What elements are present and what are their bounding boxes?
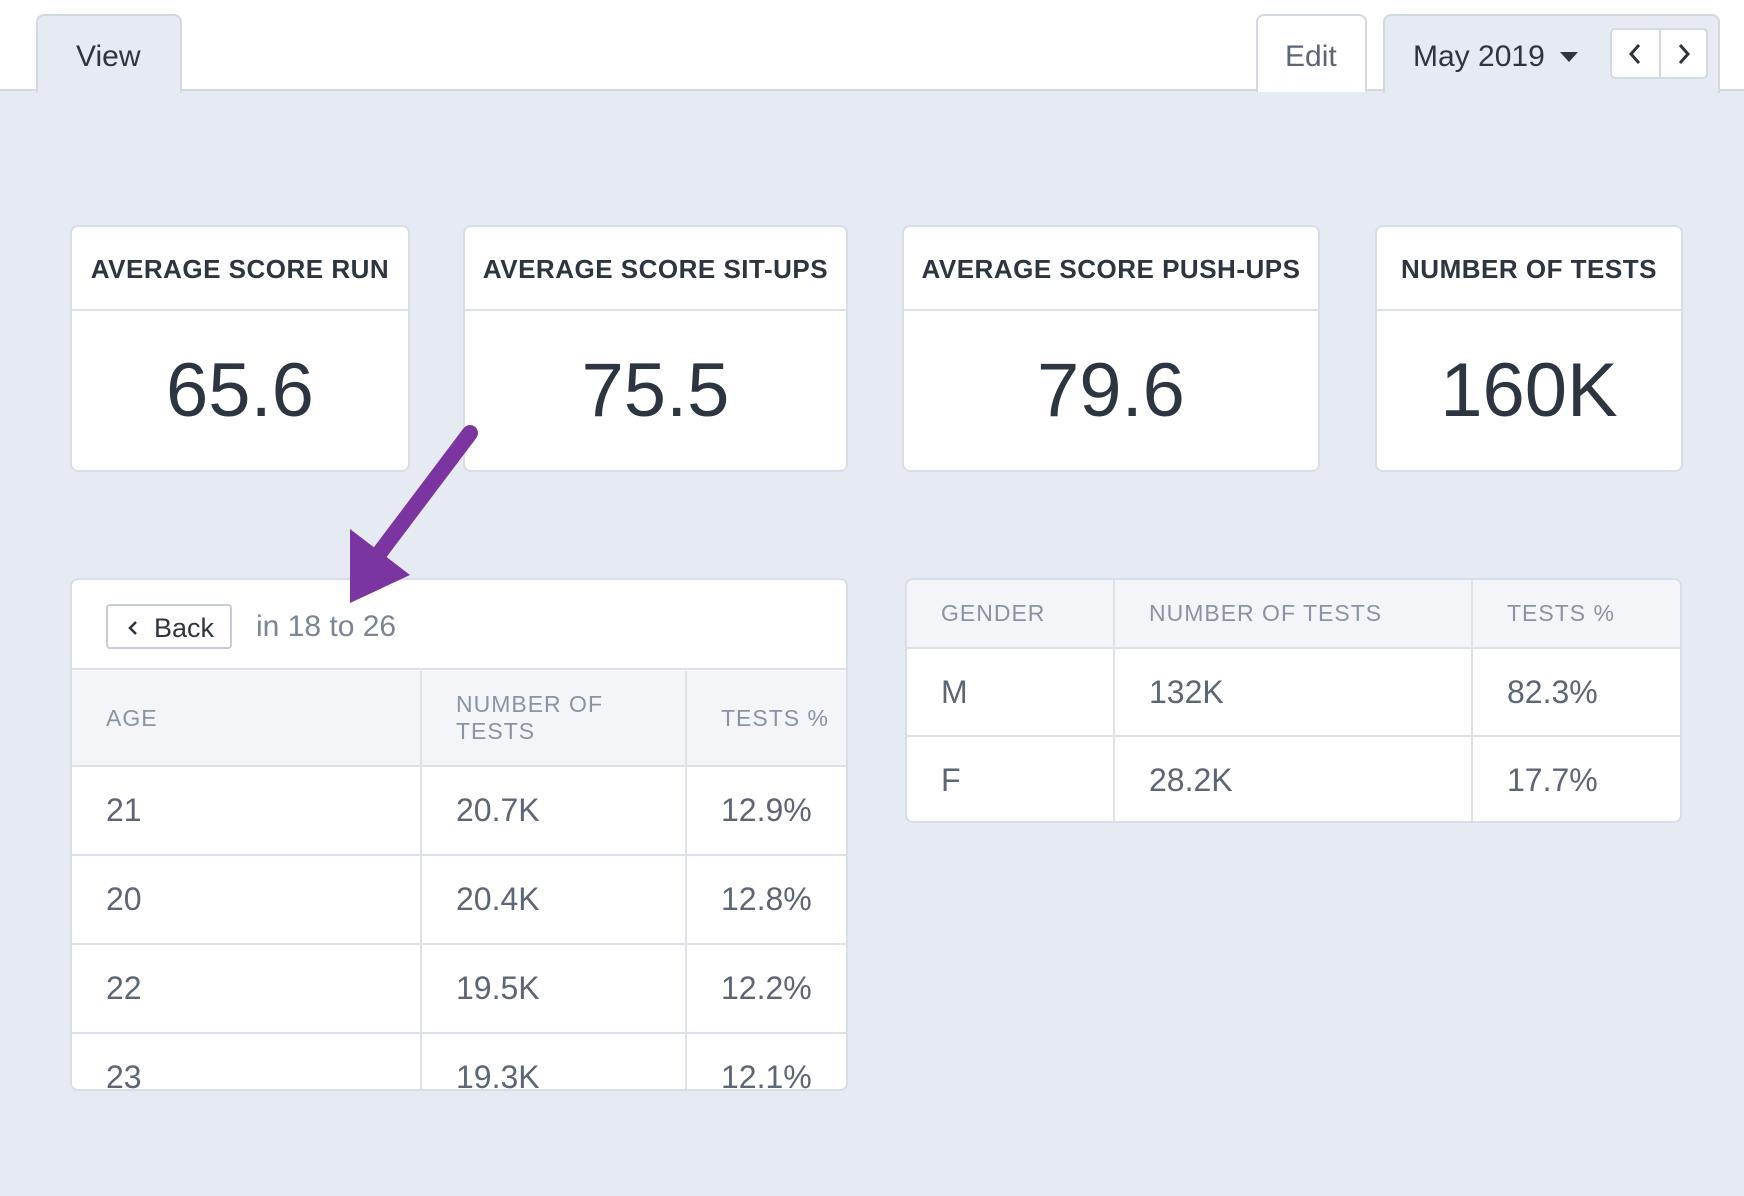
card-value: 65.6 — [166, 348, 314, 433]
card-title: AVERAGE SCORE SIT-UPS — [465, 227, 846, 311]
previous-month-button[interactable] — [1612, 30, 1659, 77]
pager-divider — [1659, 30, 1661, 77]
table-cell: 12.9% — [686, 766, 846, 856]
table-cell: M — [907, 648, 1115, 737]
table-cell: F — [907, 736, 1115, 821]
date-selector-tab: May 2019 — [1383, 14, 1720, 93]
chevron-right-icon — [1678, 44, 1691, 64]
date-pager — [1610, 28, 1708, 79]
gender-table: GENDER NUMBER OF TESTS TESTS % M 132K 82… — [907, 580, 1680, 821]
edit-button-label: Edit — [1285, 40, 1337, 73]
chevron-left-icon — [1628, 44, 1641, 64]
table-header-row: GENDER NUMBER OF TESTS TESTS % — [907, 580, 1680, 649]
age-breakdown-panel: Back in 18 to 26 AGE NUMBER OF TESTS TES… — [70, 578, 848, 1091]
table-cell: 20.4K — [421, 855, 687, 945]
next-month-button[interactable] — [1661, 30, 1708, 77]
table-cell: 12.1% — [686, 1033, 846, 1089]
chevron-left-icon — [128, 621, 137, 635]
gender-breakdown-panel: GENDER NUMBER OF TESTS TESTS % M 132K 82… — [905, 578, 1682, 823]
annotation-arrow-icon — [350, 425, 478, 603]
table-header-row: AGE NUMBER OF TESTS TESTS % — [72, 671, 846, 767]
card-number-of-tests: NUMBER OF TESTS 160K — [1375, 225, 1683, 472]
column-header-age[interactable]: AGE — [72, 671, 422, 767]
column-header-tests-percent[interactable]: TESTS % — [686, 671, 846, 767]
card-value: 75.5 — [581, 348, 730, 433]
column-header-tests-percent[interactable]: TESTS % — [1472, 580, 1680, 649]
card-title: AVERAGE SCORE RUN — [72, 227, 408, 311]
table-cell: 28.2K — [1114, 736, 1473, 821]
column-header-number-of-tests[interactable]: NUMBER OF TESTS — [1114, 580, 1473, 649]
table-cell: 17.7% — [1472, 736, 1680, 821]
table-cell: 12.2% — [686, 944, 846, 1034]
card-value: 160K — [1440, 348, 1618, 433]
table-cell: 82.3% — [1472, 648, 1680, 737]
table-cell: 12.8% — [686, 855, 846, 945]
column-header-number-of-tests[interactable]: NUMBER OF TESTS — [421, 671, 687, 767]
table-cell: 23 — [72, 1033, 422, 1089]
table-row[interactable]: 20 20.4K 12.8% — [72, 855, 846, 945]
table-cell: 132K — [1114, 648, 1473, 737]
table-row[interactable]: M 132K 82.3% — [907, 648, 1680, 737]
card-average-score-pushups: AVERAGE SCORE PUSH-UPS 79.6 — [902, 225, 1320, 472]
card-average-score-situps: AVERAGE SCORE SIT-UPS 75.5 — [463, 225, 848, 472]
back-button[interactable]: Back — [106, 604, 232, 649]
chevron-down-icon[interactable] — [1560, 52, 1578, 62]
table-cell: 20 — [72, 855, 422, 945]
age-table: AGE NUMBER OF TESTS TESTS % 21 20.7K 12.… — [72, 671, 846, 1089]
table-row[interactable]: 22 19.5K 12.2% — [72, 944, 846, 1034]
age-panel-header: Back in 18 to 26 — [72, 580, 846, 670]
table-row[interactable]: F 28.2K 17.7% — [907, 736, 1680, 821]
back-button-label: Back — [154, 613, 215, 643]
table-cell: 22 — [72, 944, 422, 1034]
date-dropdown[interactable]: May 2019 — [1413, 40, 1545, 73]
tab-view[interactable]: View — [36, 14, 182, 93]
card-average-score-run: AVERAGE SCORE RUN 65.6 — [70, 225, 410, 472]
table-cell: 19.5K — [421, 944, 687, 1034]
table-row[interactable]: 21 20.7K 12.9% — [72, 766, 846, 856]
table-row[interactable]: 23 19.3K 12.1% — [72, 1033, 846, 1089]
tab-view-label: View — [76, 40, 141, 73]
top-bar: View Edit May 2019 — [0, 0, 1744, 93]
card-title: NUMBER OF TESTS — [1377, 227, 1681, 311]
card-title: AVERAGE SCORE PUSH-UPS — [904, 227, 1318, 311]
table-cell: 21 — [72, 766, 422, 856]
table-cell: 20.7K — [421, 766, 687, 856]
filter-description: in 18 to 26 — [256, 610, 397, 643]
card-value: 79.6 — [1037, 348, 1185, 433]
column-header-gender[interactable]: GENDER — [907, 580, 1115, 649]
edit-button[interactable]: Edit — [1256, 14, 1367, 92]
table-cell: 19.3K — [421, 1033, 687, 1089]
